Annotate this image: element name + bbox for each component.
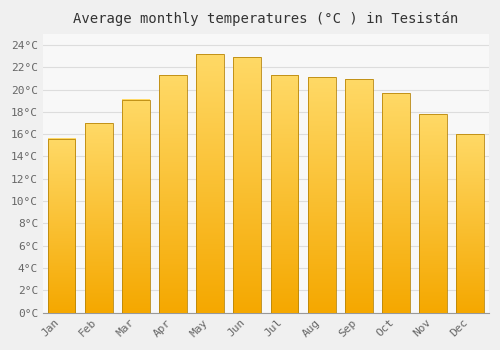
- Bar: [382, 93, 410, 313]
- Bar: [270, 75, 298, 313]
- Bar: [85, 123, 112, 313]
- Bar: [419, 114, 447, 313]
- Bar: [122, 99, 150, 313]
- Bar: [159, 75, 187, 313]
- Bar: [456, 134, 484, 313]
- Title: Average monthly temperatures (°C ) in Tesistán: Average monthly temperatures (°C ) in Te…: [74, 11, 458, 26]
- Bar: [308, 77, 336, 313]
- Bar: [196, 54, 224, 313]
- Bar: [345, 79, 373, 313]
- Bar: [234, 57, 262, 313]
- Bar: [48, 139, 76, 313]
